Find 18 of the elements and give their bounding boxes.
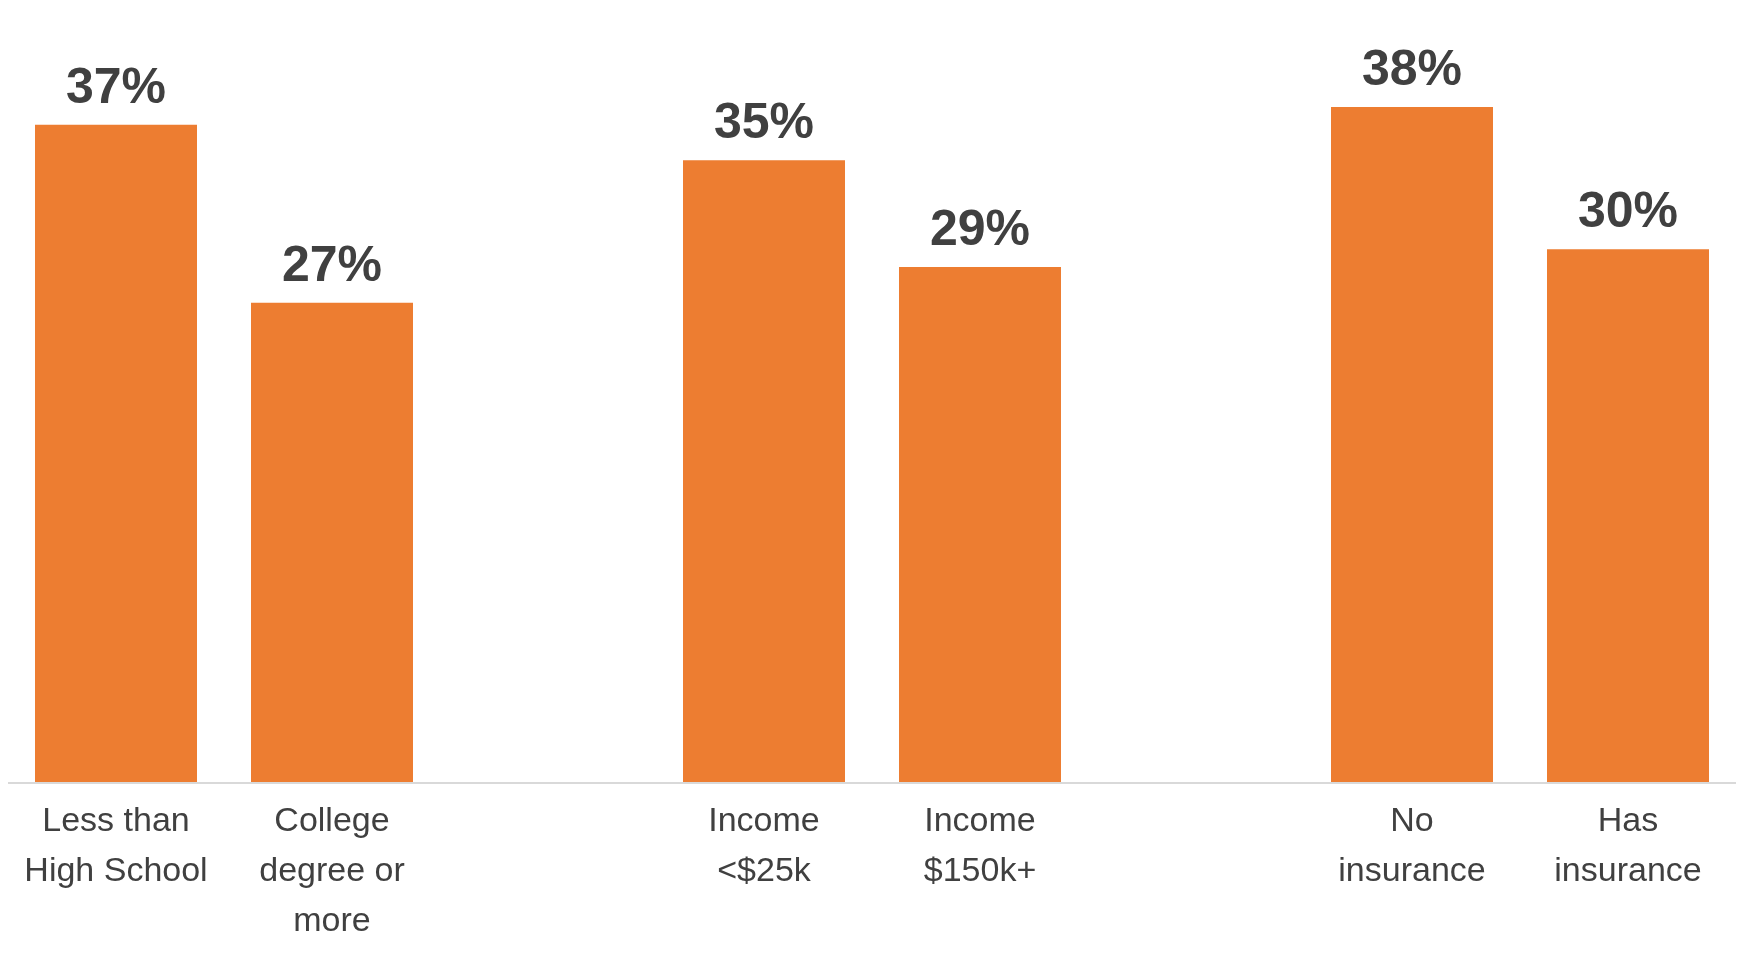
data-label: 30% <box>1577 182 1679 239</box>
bar <box>251 302 413 783</box>
x-tick-label: Income $150k+ <box>923 800 1037 888</box>
data-label: 35% <box>713 93 815 150</box>
x-tick-label: Has insurance <box>1554 800 1702 888</box>
bar <box>1331 107 1493 783</box>
x-tick-label: Less than High School <box>24 800 208 888</box>
bar <box>683 160 845 783</box>
bar <box>899 267 1061 783</box>
data-label: 37% <box>65 57 167 114</box>
bar <box>1547 249 1709 783</box>
x-tick-label: College degree or more <box>259 800 405 938</box>
data-label: 38% <box>1361 40 1463 96</box>
data-label: 27% <box>281 235 383 292</box>
x-tick-label: Income <$25k <box>708 800 820 888</box>
x-tick-label: No insurance <box>1338 800 1486 888</box>
bar <box>35 124 197 783</box>
data-label: 29% <box>929 200 1031 257</box>
